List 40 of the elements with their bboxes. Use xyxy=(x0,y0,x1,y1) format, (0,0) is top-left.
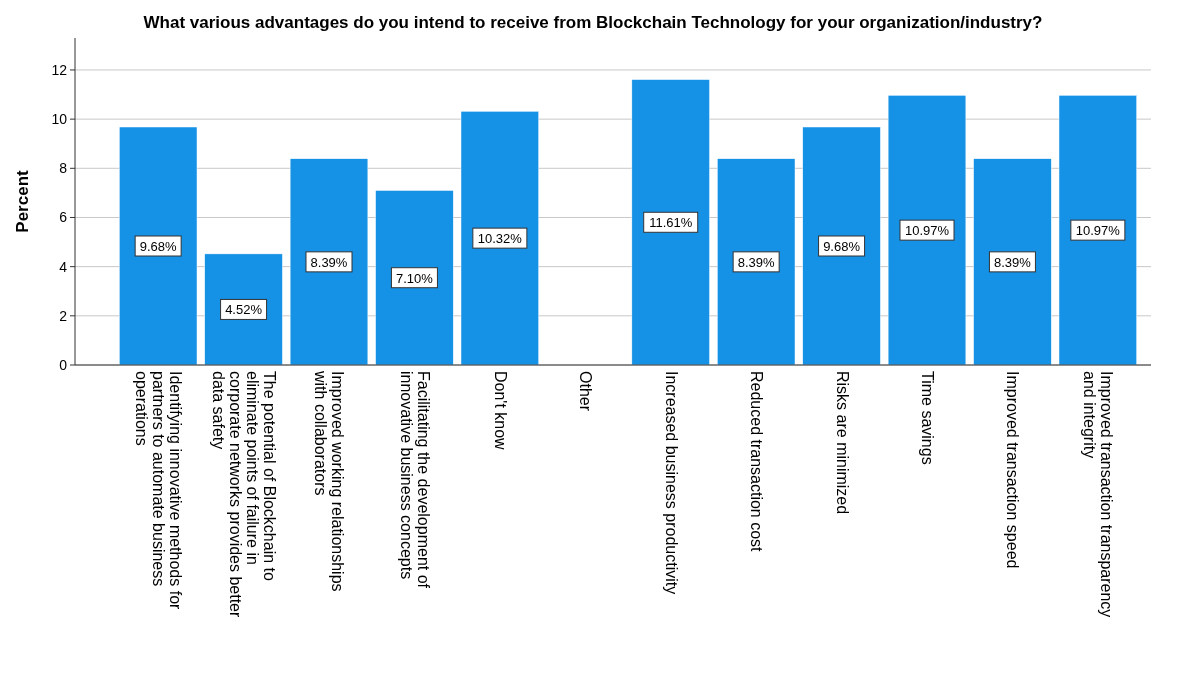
data-label: 10.97% xyxy=(1075,223,1121,239)
x-tick-label: Don't know xyxy=(491,371,509,451)
data-label: 10.32% xyxy=(477,231,523,247)
bar xyxy=(460,111,539,366)
bar xyxy=(717,158,796,366)
data-label: 11.61% xyxy=(649,215,693,231)
y-tick-label: 2 xyxy=(59,307,68,324)
chart-title: What various advantages do you intend to receive from Blockchain Technology for your organization/industry? xyxy=(143,13,1043,32)
data-label: 8.39% xyxy=(737,254,776,270)
x-tick-label: Risks are minimized xyxy=(833,371,851,515)
data-label: 7.10% xyxy=(395,270,434,286)
data-label: 8.39% xyxy=(310,254,348,270)
data-label: 9.68% xyxy=(823,239,861,254)
bar xyxy=(375,190,454,366)
y-tick-label: 4 xyxy=(59,258,68,275)
y-tick-label: 0 xyxy=(59,357,68,373)
data-label: 8.39% xyxy=(993,254,1032,270)
bar xyxy=(204,253,283,366)
x-tick-label: Improved transaction transparency and integrity xyxy=(1081,371,1116,618)
bar xyxy=(119,126,198,366)
x-tick-label: Increased business productivity xyxy=(662,371,680,595)
x-tick-label: Improved transaction speed xyxy=(1004,371,1022,569)
bar xyxy=(289,158,369,366)
bar xyxy=(1058,95,1137,366)
x-tick-label: Identifying innovative methods for partners to automate business operations xyxy=(133,371,185,611)
data-label: 10.97% xyxy=(904,223,950,239)
bar xyxy=(631,79,710,366)
bar xyxy=(887,95,967,366)
y-tick-label: 12 xyxy=(51,61,68,78)
y-tick-label: 10 xyxy=(51,111,68,128)
data-label: 9.68% xyxy=(139,239,178,254)
bar xyxy=(802,126,881,366)
x-tick-label: Reduced transaction cost xyxy=(748,371,766,553)
bar xyxy=(973,158,1052,366)
y-tick-label: 8 xyxy=(59,160,68,177)
data-label: 4.52% xyxy=(225,302,263,318)
y-axis-title: Percent xyxy=(13,169,32,233)
y-tick-label: 6 xyxy=(59,209,68,226)
x-tick-label: Other xyxy=(577,371,595,412)
x-tick-label: Time savings xyxy=(919,371,936,465)
